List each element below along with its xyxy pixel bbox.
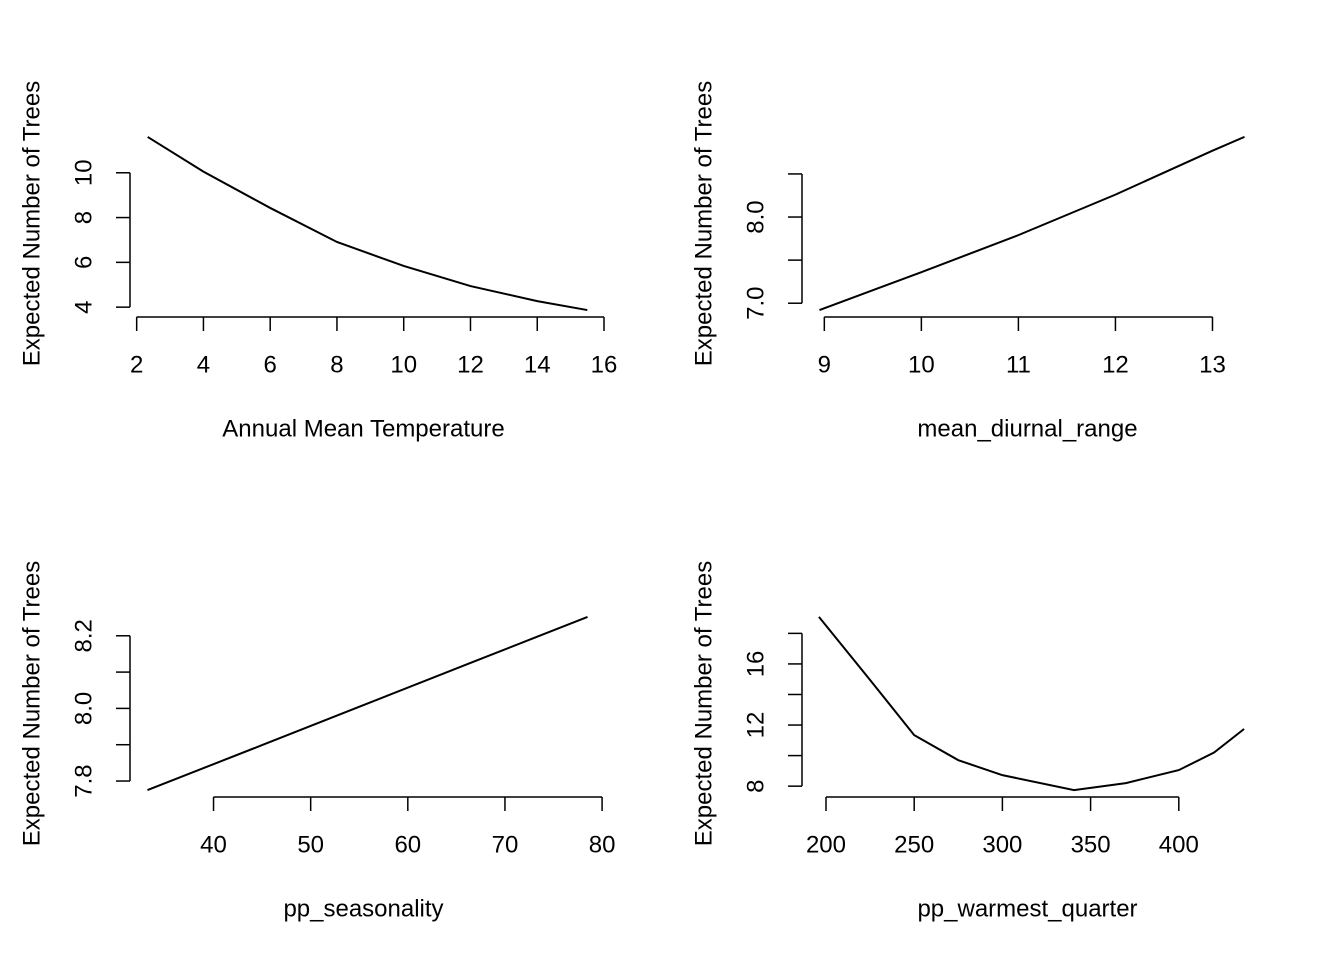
y-tick-label: 8.2 (70, 619, 97, 652)
y-tick-label: 6 (70, 256, 97, 269)
x-axis-title: mean_diurnal_range (917, 415, 1137, 442)
y-axis-title: Expected Number of Trees (690, 81, 717, 366)
x-tick-label: 11 (1006, 351, 1031, 378)
y-tick-label: 4 (70, 300, 97, 313)
x-tick-label: 10 (390, 351, 417, 378)
x-tick-label: 60 (394, 831, 421, 858)
data-line (818, 616, 1245, 792)
y-tick-label: 8 (70, 211, 97, 224)
x-tick-label: 300 (982, 831, 1022, 858)
y-tick-label: 7.8 (70, 764, 97, 797)
x-tick-label: 8 (330, 351, 343, 378)
y-axis-title: Expected Number of Trees (18, 561, 45, 846)
x-tick-label: 400 (1159, 831, 1199, 858)
x-tick-label: 250 (894, 831, 934, 858)
x-tick-label: 80 (589, 831, 616, 858)
x-tick-label: 2 (130, 351, 143, 378)
x-tick-label: 12 (457, 351, 484, 378)
x-tick-label: 40 (200, 831, 227, 858)
x-tick-label: 4 (197, 351, 210, 378)
y-tick-label: 8.0 (70, 692, 97, 725)
x-axis-title: pp_warmest_quarter (917, 895, 1137, 922)
y-tick-label: 7.0 (742, 287, 769, 320)
x-tick-label: 70 (492, 831, 519, 858)
y-axis-title: Expected Number of Trees (690, 561, 717, 846)
x-tick-label: 9 (818, 351, 831, 378)
data-line (147, 615, 588, 792)
x-tick-label: 12 (1102, 351, 1129, 378)
x-tick-label: 14 (524, 351, 551, 378)
x-axis-title: pp_seasonality (283, 895, 443, 922)
y-tick-label: 8.0 (742, 200, 769, 233)
x-tick-label: 200 (806, 831, 846, 858)
data-line (147, 136, 588, 312)
y-tick-label: 16 (742, 651, 769, 678)
y-tick-label: 12 (742, 712, 769, 739)
x-tick-label: 16 (591, 351, 618, 378)
y-tick-label: 8 (742, 779, 769, 792)
y-tick-label: 10 (70, 159, 97, 186)
x-tick-label: 6 (264, 351, 277, 378)
x-tick-label: 10 (908, 351, 935, 378)
x-tick-label: 13 (1199, 351, 1226, 378)
x-tick-label: 350 (1071, 831, 1111, 858)
x-tick-label: 50 (297, 831, 324, 858)
y-axis-title: Expected Number of Trees (18, 81, 45, 366)
data-line (819, 135, 1245, 312)
x-axis-title: Annual Mean Temperature (222, 415, 504, 442)
